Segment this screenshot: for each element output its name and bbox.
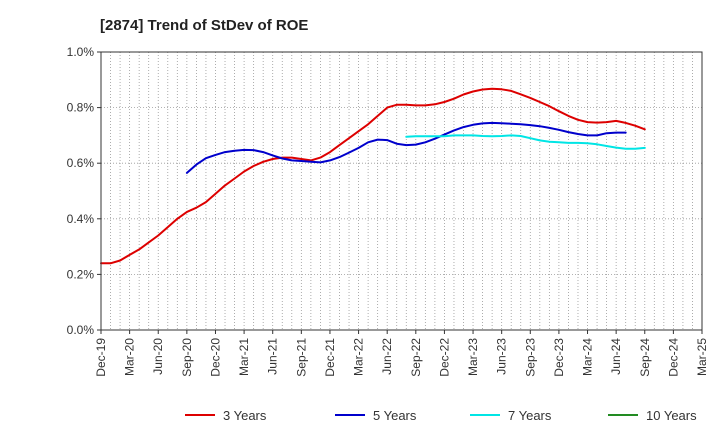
- x-tick-label: Mar-25: [695, 338, 709, 376]
- plot-frame: [100, 51, 703, 331]
- legend-label-1: 3 Years: [223, 408, 267, 423]
- x-tick-label: Mar-20: [123, 338, 137, 376]
- y-tick-label: 0.8%: [67, 101, 95, 115]
- chart-title: [2874] Trend of StDev of ROE: [100, 17, 308, 34]
- x-tick-label: Mar-22: [352, 338, 366, 376]
- axes: [100, 51, 703, 331]
- x-tick-label: Dec-19: [94, 338, 108, 377]
- legend-label-2: 5 Years: [373, 408, 417, 423]
- x-tick-label: Dec-20: [208, 338, 222, 377]
- x-tick-label: Jun-24: [609, 338, 623, 375]
- legend-label-4: 10 Years: [646, 408, 697, 423]
- y-tick-label: 1.0%: [67, 45, 95, 59]
- grid: [101, 51, 702, 330]
- x-axis-ticks: Dec-19 Mar-20 Jun-20 Sep-20 Dec-20 Mar-21 Jun-…: [94, 330, 709, 377]
- x-tick-label: Jun-23: [495, 338, 509, 375]
- series-line-2: [185, 121, 627, 174]
- x-tick-label: Dec-24: [666, 338, 680, 377]
- x-tick-label: Sep-20: [180, 338, 194, 377]
- y-tick-label: 0.4%: [67, 212, 95, 226]
- series-line-1: [100, 87, 646, 265]
- x-tick-label: Dec-21: [323, 338, 337, 377]
- series-layer: [100, 87, 646, 265]
- x-tick-label: Mar-24: [581, 338, 595, 376]
- x-tick-label: Dec-23: [552, 338, 566, 377]
- x-tick-label: Sep-22: [409, 338, 423, 377]
- x-tick-label: Mar-21: [237, 338, 251, 376]
- x-tick-label: Sep-21: [294, 338, 308, 377]
- x-tick-label: Jun-20: [151, 338, 165, 375]
- x-tick-label: Dec-22: [437, 338, 451, 377]
- x-tick-label: Jun-21: [266, 338, 280, 375]
- y-tick-label: 0.0%: [67, 323, 95, 337]
- x-tick-label: Sep-24: [638, 338, 652, 377]
- y-tick-label: 0.6%: [67, 156, 95, 170]
- series-line-3: [405, 134, 646, 150]
- y-tick-label: 0.2%: [67, 267, 95, 281]
- y-axis-ticks: 0.0% 0.2% 0.4% 0.6% 0.8% 1.0%: [67, 45, 101, 337]
- x-tick-label: Sep-23: [523, 338, 537, 377]
- x-tick-label: Mar-23: [466, 338, 480, 376]
- legend: 3 Years 5 Years 7 Years 10 Years: [185, 408, 697, 423]
- legend-label-3: 7 Years: [508, 408, 552, 423]
- x-tick-label: Jun-22: [380, 338, 394, 375]
